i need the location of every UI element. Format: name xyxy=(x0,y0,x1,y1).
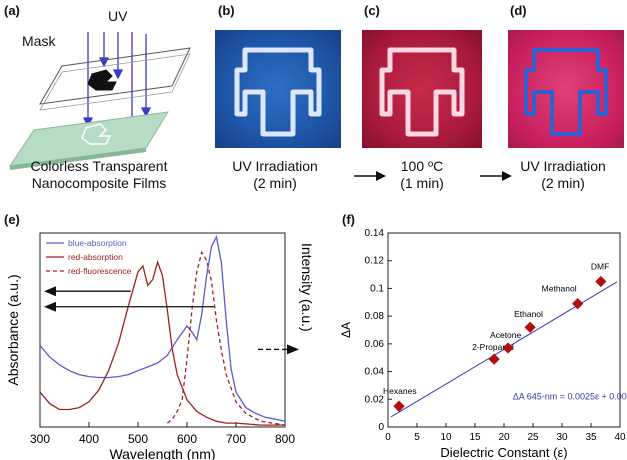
data-point xyxy=(595,275,607,288)
panel-d-label: (d) xyxy=(510,3,527,18)
point-label: DMF xyxy=(591,262,609,272)
panel-c-caption-line2: (1 min) xyxy=(400,175,444,191)
x-tick-label: 600 xyxy=(177,432,197,446)
data-point xyxy=(502,342,514,354)
y-axis-label: ΔA xyxy=(339,322,353,338)
panel-d-photo xyxy=(508,30,624,148)
point-label: Ethanol xyxy=(514,309,543,319)
dielectric-chart: 0 5 10 15 20 25 30 35 40 0 0.02 0.04 0.06 0.08 0.1 0.12… xyxy=(339,228,627,460)
panel-a-caption: Colorless Transparent Nanocomposite Film… xyxy=(14,158,184,192)
arrow-c-to-d-icon xyxy=(480,171,512,181)
x-tick-label: 400 xyxy=(79,432,99,446)
panel-d-caption: UV Irradiation (2 min) xyxy=(500,158,626,192)
y-tick-label: 0.08 xyxy=(365,311,385,322)
panel-d-caption-line1: UV Irradiation xyxy=(520,158,606,174)
data-point xyxy=(524,321,536,333)
series-line-blue-absorption xyxy=(39,234,286,422)
x-tick-label: 15 xyxy=(469,432,481,443)
panel-b-label: (b) xyxy=(218,3,235,18)
panel-a-uv-label: UV xyxy=(108,8,128,24)
x-tick-label: 500 xyxy=(128,432,148,446)
plot-frame xyxy=(39,232,286,428)
y-tick-label: 0 xyxy=(378,422,384,433)
panel-f-label: (f) xyxy=(342,212,355,227)
x-tick-label: 25 xyxy=(527,432,539,443)
panel-a-caption-line1: Colorless Transparent xyxy=(30,158,168,174)
x-tick-label: 10 xyxy=(440,432,452,443)
y-tick-label: 0.1 xyxy=(370,283,384,294)
panel-d-pattern xyxy=(524,48,608,136)
x-tick-label: 30 xyxy=(556,432,568,443)
x-tick-label: 40 xyxy=(614,432,626,443)
x-tick-label: 20 xyxy=(498,432,510,443)
panel-b-caption-line2: (2 min) xyxy=(253,175,297,191)
point-label: Hexanes xyxy=(383,386,417,396)
y-tick-label: 0.04 xyxy=(365,367,385,378)
panel-c-photo xyxy=(362,30,482,148)
panel-b-pattern xyxy=(234,47,322,137)
arrow-b-to-c-icon xyxy=(354,171,386,181)
series-line-red-fluorescence xyxy=(166,250,286,426)
x-tick-label: 35 xyxy=(585,432,597,443)
data-point xyxy=(488,353,500,365)
fit-equation: ΔA 645-nm = 0.0025ε + 0.006 xyxy=(513,391,627,401)
series-line-red-absorption xyxy=(39,259,285,426)
y-tick-label: 0.06 xyxy=(365,339,385,350)
panel-c-pattern xyxy=(379,47,465,137)
panel-a-caption-line2: Nanocomposite Films xyxy=(31,175,167,191)
panel-b-photo xyxy=(215,30,341,148)
panel-b-caption: UV Irradiation (2 min) xyxy=(205,158,345,192)
panel-c-caption: 100 ºC (1 min) xyxy=(362,158,482,192)
legend-entry: red-fluorescence xyxy=(68,266,132,276)
panel-b-caption-line1: UV Irradiation xyxy=(232,158,318,174)
panel-c-label: (c) xyxy=(364,3,380,18)
legend-entry: red-absorption xyxy=(68,252,123,262)
y-tick-label: 0.14 xyxy=(365,228,385,239)
data-point xyxy=(572,298,584,310)
x-tick-label: 5 xyxy=(414,432,420,443)
panel-a-mask-diagram xyxy=(8,32,191,170)
x-tick-label: 800 xyxy=(275,432,295,446)
arrow-to-intensity-head xyxy=(287,344,299,355)
x-tick-label: 300 xyxy=(30,432,50,446)
data-point xyxy=(393,400,405,412)
x-tick-label: 0 xyxy=(385,432,391,443)
y-axis-label: Absorbance (a.u.) xyxy=(5,274,21,385)
point-label: 2-Propanol xyxy=(472,342,514,352)
arrow-to-absorbance-head-2 xyxy=(44,301,56,312)
x-axis-label: Dielectric Constant (ε) xyxy=(440,445,567,460)
legend-entry: blue-absorption xyxy=(68,238,127,248)
y-tick-label: 0.02 xyxy=(365,394,385,405)
panel-a-label: (a) xyxy=(4,3,20,18)
panel-e-label: (e) xyxy=(4,212,20,227)
x-tick-label: 700 xyxy=(226,432,246,446)
x-axis-label: Wavelength (nm) xyxy=(109,446,215,460)
spectra-chart: 300 400 500 600 700 800 Wavelength (nm) Absorba… xyxy=(5,232,315,460)
panel-c-caption-line1: 100 ºC xyxy=(400,158,444,174)
arrow-to-absorbance-head xyxy=(44,286,56,297)
y2-axis-label: Intensity (a.u.) xyxy=(299,243,315,332)
point-label: Methanol xyxy=(542,284,577,294)
y-tick-label: 0.12 xyxy=(365,256,385,267)
panel-a-mask-label: Mask xyxy=(22,33,56,49)
point-label: Acetone xyxy=(490,330,521,340)
panel-d-caption-line2: (2 min) xyxy=(541,175,585,191)
